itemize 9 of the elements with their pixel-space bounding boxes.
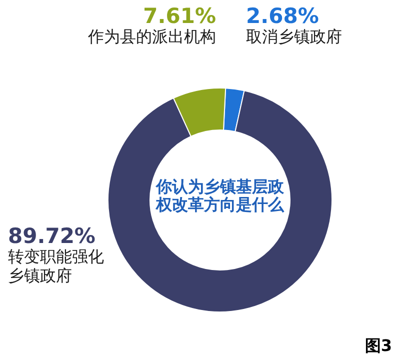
donut-slice — [108, 90, 332, 312]
data-label: 2.68% — [246, 4, 320, 28]
data-label: 89.72% — [8, 224, 96, 248]
slice-label: 作为县的派出机构 — [87, 27, 216, 47]
slice-label: 转变职能强化乡镇政府 — [8, 247, 105, 285]
text: 你认为乡镇基层政权改革方向是什么 — [154, 177, 286, 215]
slice-label: 取消乡镇政府 — [246, 27, 342, 47]
caption: 图3 — [364, 336, 392, 355]
data-label: 7.61% — [142, 4, 216, 28]
